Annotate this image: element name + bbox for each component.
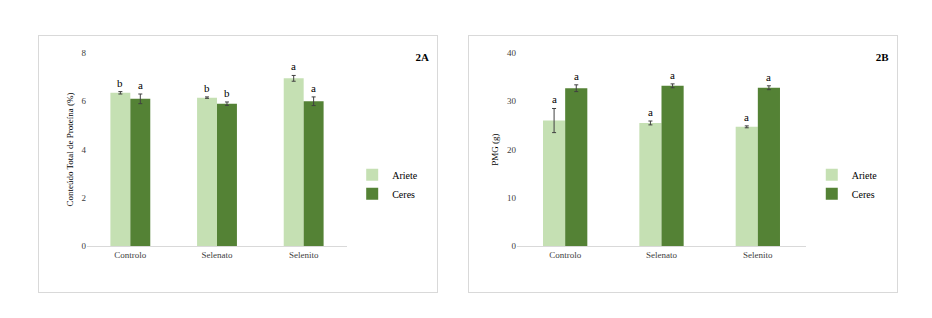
svg-text:a: a xyxy=(552,93,557,105)
svg-text:2A: 2A xyxy=(416,51,430,63)
svg-text:b: b xyxy=(224,87,230,99)
svg-text:a: a xyxy=(311,82,316,94)
svg-text:b: b xyxy=(204,82,210,94)
svg-text:4: 4 xyxy=(82,145,87,155)
svg-text:8: 8 xyxy=(82,48,87,58)
svg-text:6: 6 xyxy=(82,96,87,106)
svg-text:b: b xyxy=(117,77,123,89)
svg-text:0: 0 xyxy=(512,241,517,251)
svg-text:2B: 2B xyxy=(876,51,890,63)
svg-text:Controlo: Controlo xyxy=(549,250,582,260)
svg-text:20: 20 xyxy=(507,145,517,155)
svg-text:Selenito: Selenito xyxy=(743,250,773,260)
svg-text:Ceres: Ceres xyxy=(852,189,875,200)
svg-text:10: 10 xyxy=(507,193,517,203)
svg-text:Selenato: Selenato xyxy=(646,250,677,260)
svg-text:a: a xyxy=(766,71,771,83)
svg-text:40: 40 xyxy=(507,48,517,58)
svg-text:Controlo: Controlo xyxy=(114,250,147,260)
svg-text:a: a xyxy=(744,111,749,123)
svg-text:0: 0 xyxy=(82,241,87,251)
svg-text:Ariete: Ariete xyxy=(852,170,878,181)
svg-text:a: a xyxy=(648,106,653,118)
svg-text:a: a xyxy=(291,60,296,72)
svg-text:PMG (g): PMG (g) xyxy=(490,133,500,165)
svg-text:a: a xyxy=(138,79,143,91)
svg-text:Selenato: Selenato xyxy=(202,250,233,260)
svg-text:Selenito: Selenito xyxy=(289,250,319,260)
svg-text:Ceres: Ceres xyxy=(392,189,415,200)
svg-text:Ariete: Ariete xyxy=(392,170,418,181)
svg-text:Conteúdo Total de Proteína (%): Conteúdo Total de Proteína (%) xyxy=(65,92,75,206)
svg-text:2: 2 xyxy=(82,193,87,203)
svg-text:a: a xyxy=(574,70,579,82)
svg-text:a: a xyxy=(670,69,675,81)
svg-text:30: 30 xyxy=(507,96,517,106)
